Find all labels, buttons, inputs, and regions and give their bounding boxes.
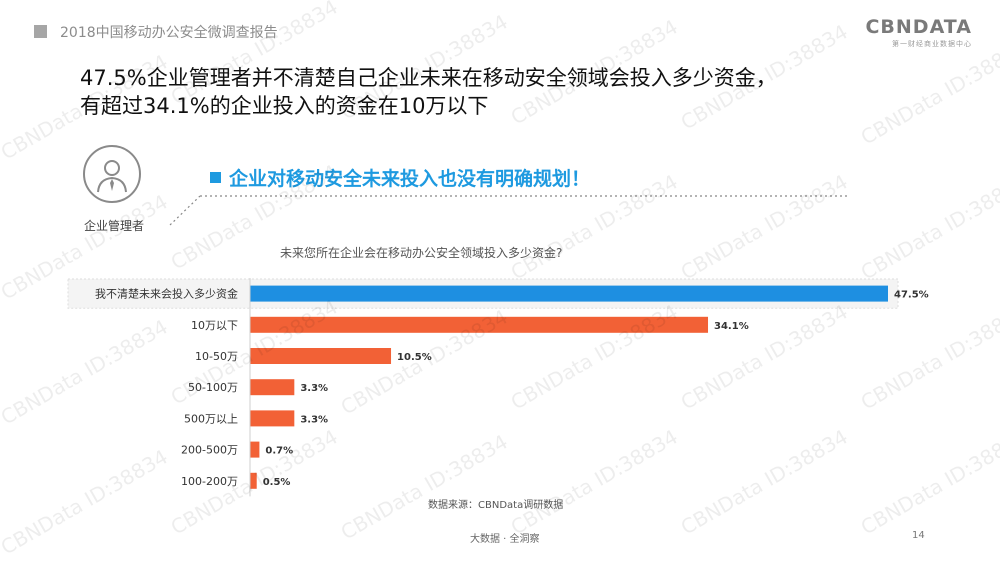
value-label: 3.3% — [300, 383, 328, 394]
headline-line-1: 47.5%企业管理者并不清楚自己企业未来在移动安全领域会投入多少资金， — [80, 66, 777, 90]
subheading-text: 企业对移动安全未来投入也没有明确规划！ — [229, 168, 591, 190]
cbndata-logo: CBNDATA 第一财经商业数据中心 — [865, 16, 972, 49]
value-label: 0.5% — [263, 477, 291, 488]
bar — [250, 410, 295, 427]
value-label: 34.1% — [714, 321, 749, 332]
category-label: 我不清楚未来会投入多少资金 — [95, 287, 238, 301]
value-label: 3.3% — [300, 414, 328, 425]
report-title: 2018中国移动办公安全微调查报告 — [60, 25, 278, 41]
category-label: 200-500万 — [181, 444, 238, 457]
bar — [250, 285, 888, 302]
header-square — [34, 25, 47, 38]
bar — [250, 379, 295, 396]
value-label: 0.7% — [265, 446, 293, 457]
data-source: 数据来源：CBNData调研数据 — [428, 500, 564, 511]
footer-tagline: 大数据 · 全洞察 — [470, 534, 540, 545]
chart-title: 未来您所在企业会在移动办公安全领域投入多少资金? — [280, 246, 563, 260]
bar — [250, 316, 709, 333]
value-label: 10.5% — [397, 352, 432, 363]
persona-avatar — [83, 145, 141, 203]
category-label: 10万以下 — [191, 319, 238, 332]
category-label: 500万以上 — [184, 412, 238, 425]
category-label: 50-100万 — [188, 381, 238, 394]
persona-label: 企业管理者 — [84, 219, 145, 233]
subheading-square — [210, 172, 221, 183]
bar — [250, 441, 260, 458]
person-tie-icon — [97, 160, 127, 193]
category-label: 10-50万 — [195, 350, 238, 363]
headline-line-2: 有超过34.1%的企业投入的资金在10万以下 — [80, 94, 489, 118]
bar — [250, 348, 392, 364]
page-headline: 47.5%企业管理者并不清楚自己企业未来在移动安全领域会投入多少资金， 有超过3… — [80, 64, 777, 120]
category-label: 100-200万 — [181, 475, 238, 488]
page-number: 14 — [912, 530, 925, 541]
subheading: 企业对移动安全未来投入也没有明确规划！ — [210, 164, 590, 191]
logo-text: CBNDATA — [865, 16, 972, 38]
value-label: 47.5% — [894, 290, 929, 301]
logo-subtext: 第一财经商业数据中心 — [892, 40, 972, 48]
bar — [250, 472, 257, 489]
